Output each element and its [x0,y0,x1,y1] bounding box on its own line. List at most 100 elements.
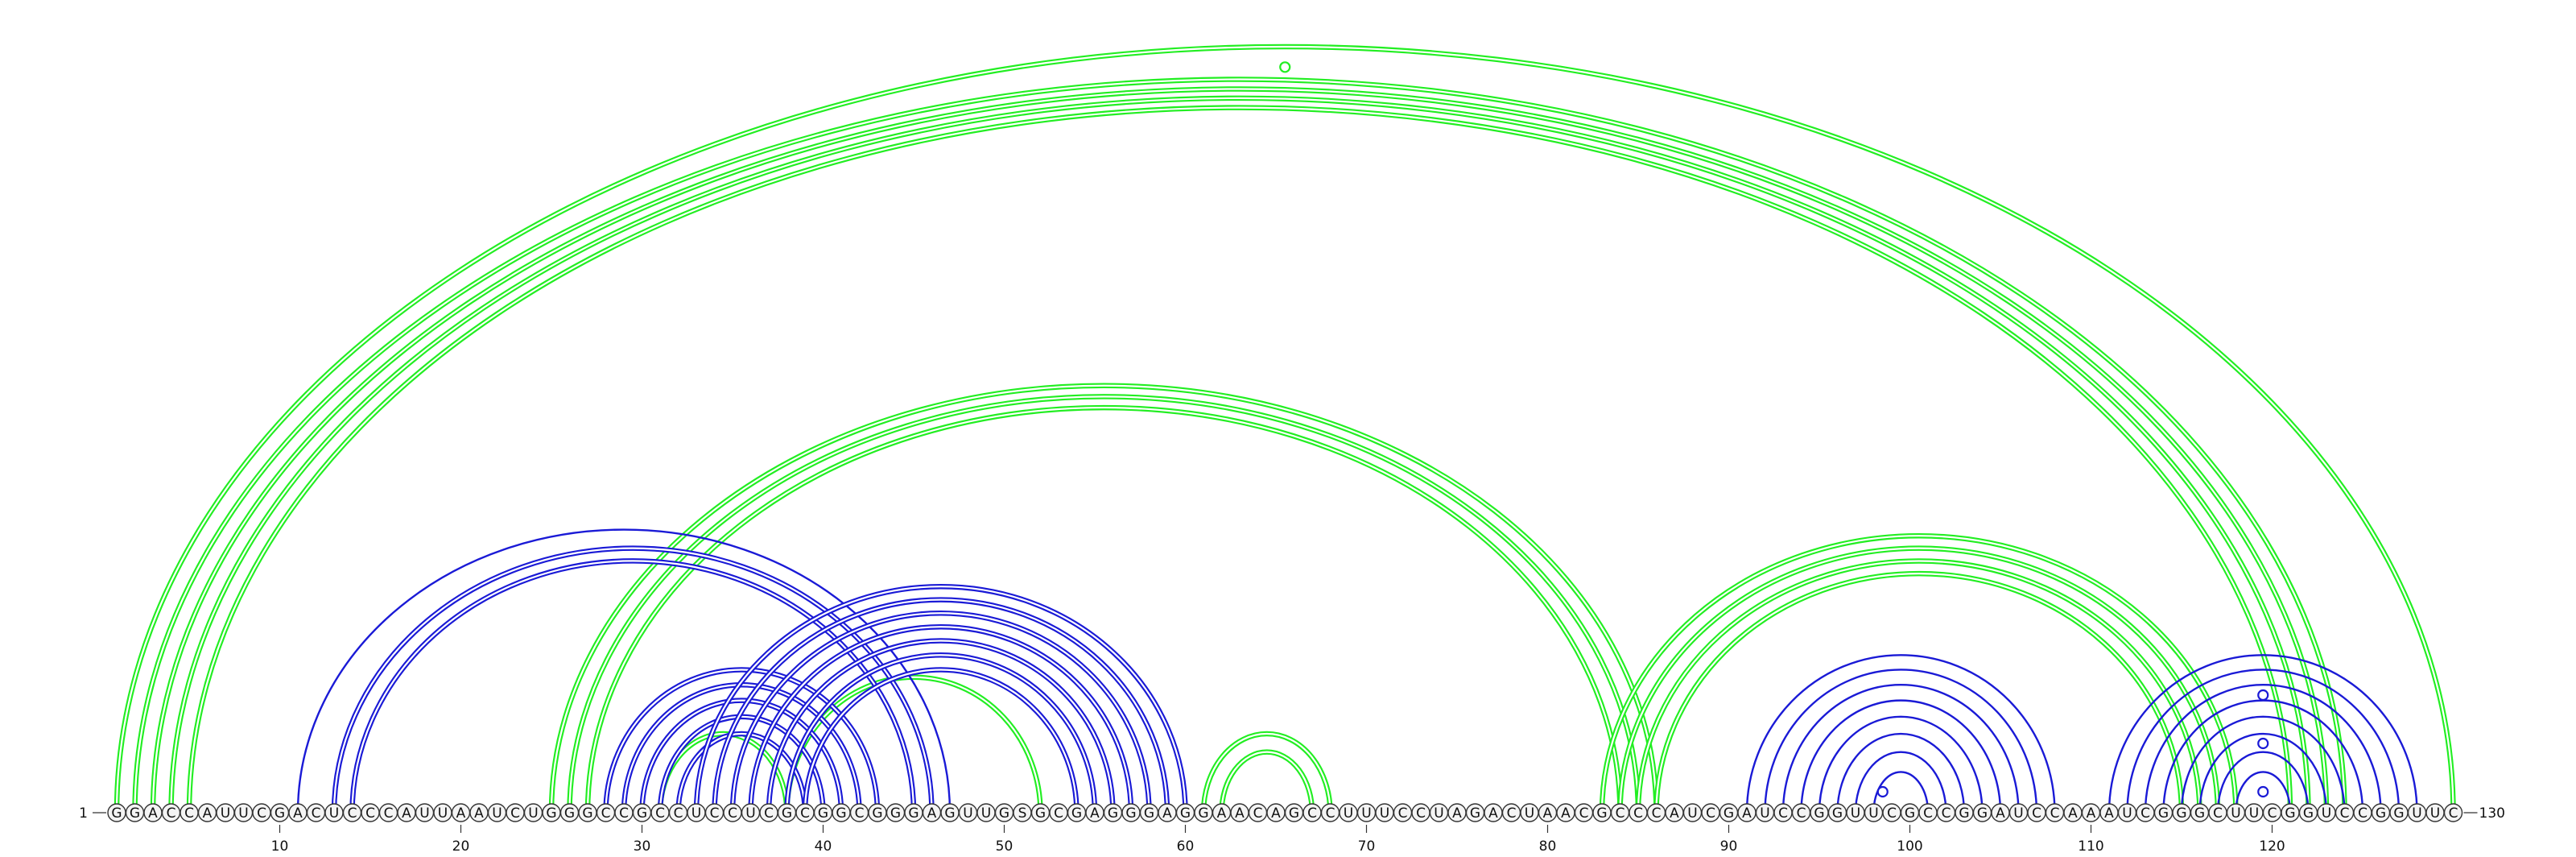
nucleotide: A [1538,803,1558,822]
nucleotide-letter: U [329,805,339,822]
nucleotide-letter: A [1271,805,1281,822]
nucleotide: A [288,803,308,822]
nucleotide-letter: C [1507,805,1517,822]
nucleotide-letter: C [674,805,683,822]
nucleotide-letter: U [745,805,755,822]
nucleotide-letter: C [1416,805,1426,822]
nucleotide: C [2262,803,2282,822]
nucleotide-letter: G [1180,805,1191,822]
nucleotide: C [1302,803,1322,822]
base-pair-arc-gap [605,669,879,814]
nucleotide: G [904,803,923,822]
nucleotide-letter: G [546,805,556,822]
start-index-label: 1 [79,805,88,822]
nucleotide-letter: A [456,805,466,822]
nucleotide: A [2099,803,2119,822]
nucleotide: A [1556,803,1575,822]
nucleotide: U [1864,803,1884,822]
base-pair-arc-gap [1600,535,2237,814]
base-pair-arc [296,528,952,814]
base-pair-arc [1653,570,2185,814]
nucleotide: A [2081,803,2101,822]
nucleotide: U [2425,803,2445,822]
nucleotide: G [2172,803,2191,822]
nucleotide: G [868,803,887,822]
nucleotide: C [342,803,362,822]
nucleotide: U [741,803,761,822]
nucleotide: A [1212,803,1232,822]
nucleotide: G [2281,803,2300,822]
nucleotide-letter: A [1742,805,1752,822]
nucleotide-letter: U [1344,805,1353,822]
base-pair-arc-gap [1637,560,2201,814]
nucleotide: U [523,803,543,822]
nucleotide-letter: G [275,805,285,822]
nucleotide-letter: C [384,805,394,822]
nucleotide-letter: A [203,805,213,822]
arc-marker [1279,61,1291,73]
nucleotide: U [1520,803,1539,822]
base-pair-arc-gap [641,699,843,814]
nucleotide-letter: C [2268,805,2277,822]
nucleotide: G [1175,803,1195,822]
base-pair-arc-gap [115,45,2454,814]
nucleotide-letter: C [800,805,810,822]
nucleotide: U [487,803,507,822]
position-axis: 10 20 30 40 50 60 70 80 90 100 110 120 [271,825,2285,855]
nucleotide: G [2190,803,2210,822]
nucleotide-letter: G [944,805,955,822]
nucleotide: C [723,803,742,822]
nucleotide-letter: C [365,805,375,822]
nucleotide-letter: G [1071,805,1082,822]
base-pair-arc [1219,749,1315,814]
nucleotide: U [1375,803,1394,822]
base-pair-arc [1745,654,2056,814]
nucleotide: U [1682,803,1703,822]
arc-marker [2257,737,2269,750]
nucleotide-letter: G [1959,805,1969,822]
nucleotide: U [2244,803,2264,822]
nucleotide: U [415,803,435,822]
nucleotide: C [1936,803,1956,822]
nucleotide: A [1484,803,1503,822]
nucleotide: C [1629,803,1648,822]
nucleotide-letter: C [655,805,665,822]
nucleotide-letter: G [2285,805,2295,822]
nucleotide: G [1972,803,1992,822]
nucleotide: C [1248,803,1268,822]
nucleotide-letter: U [2322,805,2331,822]
arc-marker [1876,785,1889,798]
nucleotide-letter: G [999,805,1009,822]
nucleotide-letter: C [855,805,865,822]
nucleotide: C [2443,803,2463,822]
nucleotide: G [1121,803,1141,822]
nucleotide-letter: U [1868,805,1878,822]
nucleotide-letter: G [2194,805,2205,822]
nucleotide: U [1429,803,1449,822]
nucleotide: A [469,803,489,822]
nucleotide-letter: U [528,805,538,822]
nucleotide: G [1194,803,1213,822]
nucleotide: G [1900,803,1920,822]
nucleotide: C [759,803,778,822]
nucleotide-letter: C [1652,805,1662,822]
nucleotide-letter: A [1217,805,1227,822]
nucleotide-letter: G [908,805,919,822]
nucleotide-letter: A [293,805,303,822]
nucleotide: U [324,803,344,822]
nucleotide-letter: C [1253,805,1263,822]
nucleotide: G [994,803,1014,822]
nucleotide: C [2208,803,2227,822]
nucleotide-letter: G [2158,805,2169,822]
nucleotide: C [1393,803,1413,822]
base-pair-arc [2126,669,2401,814]
nucleotide: A [451,803,471,822]
base-pair-arc-gap [731,612,1150,814]
nucleotide: U [433,803,452,822]
nucleotide-letter: G [1125,805,1136,822]
nucleotide: G [1719,803,1739,822]
nucleotide: A [1266,803,1286,822]
nucleotide-letter: G [1905,805,1915,822]
arc-marker [2257,785,2269,798]
tick-label: 60 [1177,838,1195,855]
